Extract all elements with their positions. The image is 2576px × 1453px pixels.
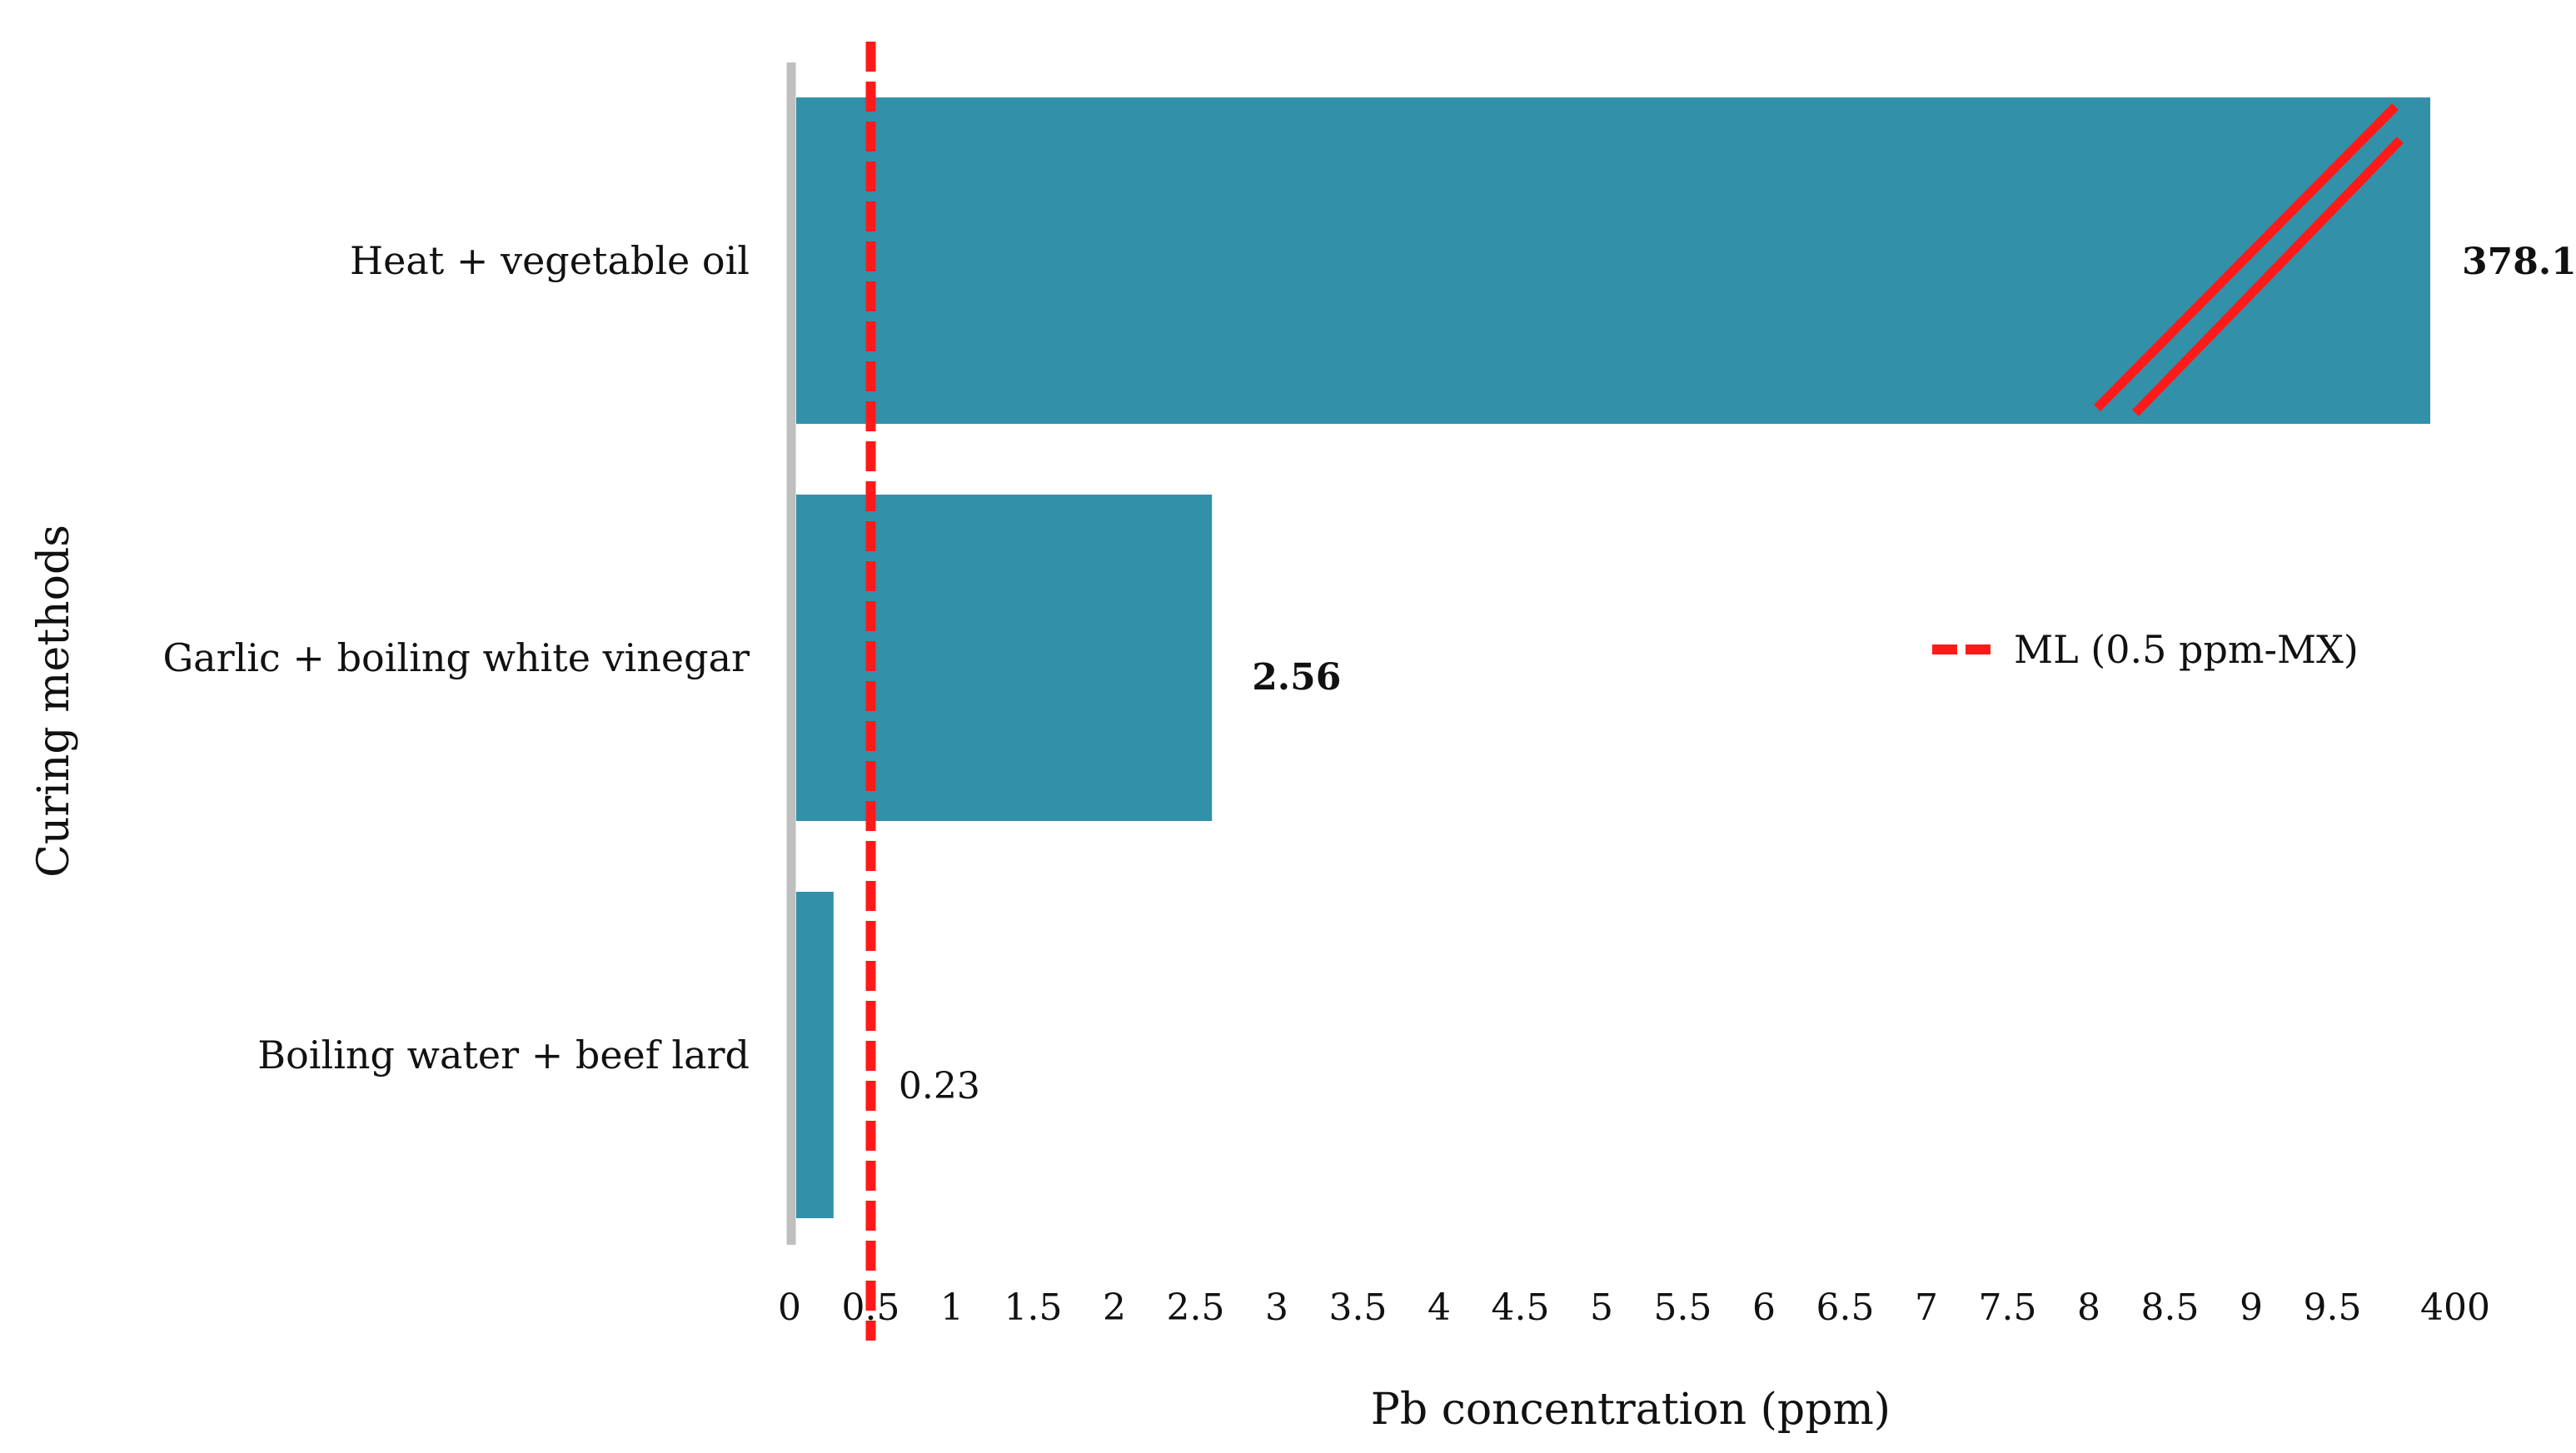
bars-layer: [796, 97, 2430, 1218]
break-line: [2132, 137, 2404, 416]
x-tick-label: 400: [2420, 1286, 2490, 1329]
category-label: Boiling water + beef lard: [257, 1033, 750, 1077]
x-tick-label: 1: [940, 1286, 964, 1329]
value-label: 0.23: [899, 1065, 980, 1107]
x-tick-label: 9: [2240, 1286, 2263, 1329]
x-tick-label: 0: [778, 1286, 801, 1329]
axis-break-mark: [2094, 103, 2404, 416]
x-tick-label: 5.5: [1654, 1286, 1712, 1329]
x-tick-label: 3: [1265, 1286, 1288, 1329]
x-tick-label: 0.5: [842, 1286, 900, 1329]
legend: ML (0.5 ppm-MX): [1932, 627, 2359, 672]
bar: [796, 97, 2430, 424]
value-label: 378.18: [2462, 241, 2576, 283]
category-labels: Heat + vegetable oil Garlic + boiling whi…: [162, 238, 750, 1077]
x-tick-label: 5: [1590, 1286, 1613, 1329]
y-axis-title: Curing methods: [29, 525, 79, 878]
value-labels: 378.18 2.56 0.23: [899, 241, 2576, 1107]
x-tick-label: 2.5: [1167, 1286, 1225, 1329]
value-label: 2.56: [1252, 656, 1341, 699]
x-tick-label: 6: [1752, 1286, 1776, 1329]
x-axis-title: Pb concentration (ppm): [1371, 1385, 1891, 1435]
x-tick-label: 6.5: [1816, 1286, 1875, 1329]
category-label: Garlic + boiling white vinegar: [162, 635, 750, 680]
bar: [796, 892, 834, 1218]
break-line: [2094, 103, 2399, 411]
x-tick-label: 9.5: [2304, 1286, 2362, 1329]
x-tick-label: 3.5: [1329, 1286, 1388, 1329]
x-tick-label: 1.5: [1004, 1286, 1063, 1329]
x-tick-label: 4: [1428, 1286, 1451, 1329]
x-tick-label: 7: [1915, 1286, 1938, 1329]
x-tick-label: 7.5: [1979, 1286, 2037, 1329]
x-tick-label: 8.5: [2141, 1286, 2200, 1329]
legend-label: ML (0.5 ppm-MX): [2014, 627, 2359, 672]
bar: [796, 495, 1213, 821]
category-label: Heat + vegetable oil: [350, 238, 750, 283]
x-tick-label: 2: [1103, 1286, 1126, 1329]
x-tick-labels: 0 0.5 1 1.5 2 2.5 3 3.5 4 4.5 5 5.5 6 6.5 7 7.5 8 8.5 9 9.5…: [778, 1286, 2490, 1329]
x-tick-label: 8: [2077, 1286, 2100, 1329]
x-tick-label: 4.5: [1492, 1286, 1550, 1329]
